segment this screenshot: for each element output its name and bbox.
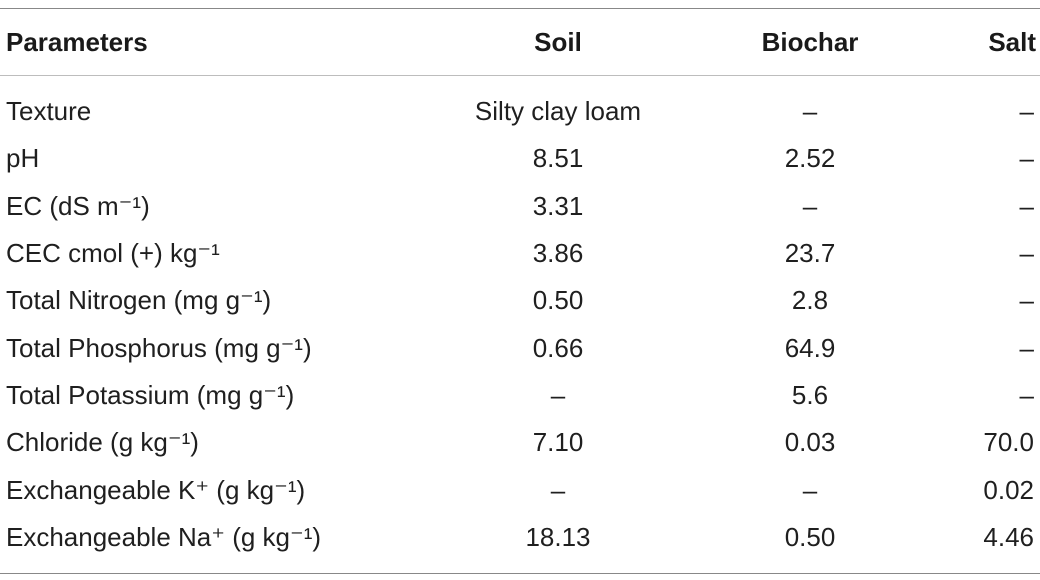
cell-salt: – [1019,380,1034,410]
cell-soil: 3.31 [532,191,584,221]
cell-biochar: – [802,191,818,221]
cell-biochar: 2.52 [784,143,836,173]
table-header-row: Parameters Soil Biochar Salt [0,18,1040,66]
cell-biochar: 0.03 [784,427,836,457]
cell-salt: 70.0 [983,427,1034,457]
table-row: Total Potassium (mg g⁻¹) – 5.6 – [0,372,1040,419]
cell-soil: 0.66 [532,333,584,363]
cell-parameter: Chloride (g kg⁻¹) [6,427,199,457]
table-row: Chloride (g kg⁻¹) 7.10 0.03 70.0 [0,419,1040,466]
cell-salt: – [1019,333,1034,363]
cell-salt: – [1019,191,1034,221]
cell-parameter: pH [6,143,40,173]
table-row: pH 8.51 2.52 – [0,135,1040,182]
table-row: Total Nitrogen (mg g⁻¹) 0.50 2.8 – [0,277,1040,324]
cell-soil: 7.10 [532,427,584,457]
cell-biochar: 23.7 [784,238,836,268]
cell-salt: – [1019,238,1034,268]
cell-biochar: – [802,475,818,505]
cell-parameter: Total Nitrogen (mg g⁻¹) [6,285,272,315]
table-top-rule [0,8,1040,9]
table-row: EC (dS m⁻¹) 3.31 – – [0,183,1040,230]
cell-biochar: 64.9 [784,333,836,363]
cell-parameter: Exchangeable K⁺ (g kg⁻¹) [6,475,306,505]
cell-soil: 3.86 [532,238,584,268]
cell-parameter: EC (dS m⁻¹) [6,191,150,221]
cell-soil: Silty clay loam [474,96,642,126]
cell-soil: 8.51 [532,143,584,173]
table-header-rule [0,75,1040,76]
cell-biochar: – [802,96,818,126]
cell-soil: 0.50 [532,285,584,315]
cell-salt: – [1019,285,1034,315]
table-bottom-rule [0,573,1040,574]
cell-biochar: 0.50 [784,522,836,552]
cell-parameter: Total Phosphorus (mg g⁻¹) [6,333,312,363]
cell-parameter: CEC cmol (+) kg⁻¹ [6,238,220,268]
cell-parameter: Texture [6,96,92,126]
table-row: Texture Silty clay loam – – [0,88,1040,135]
header-biochar: Biochar [761,27,859,57]
cell-soil: – [550,380,566,410]
table-row: CEC cmol (+) kg⁻¹ 3.86 23.7 – [0,230,1040,277]
cell-salt: 4.46 [983,522,1034,552]
table-row: Exchangeable K⁺ (g kg⁻¹) – – 0.02 [0,467,1040,514]
header-salt: Salt [988,27,1036,57]
cell-parameter: Total Potassium (mg g⁻¹) [6,380,295,410]
cell-soil: 18.13 [525,522,591,552]
header-soil: Soil [534,27,582,57]
cell-parameter: Exchangeable Na⁺ (g kg⁻¹) [6,522,322,552]
cell-salt: – [1019,143,1034,173]
cell-biochar: 2.8 [791,285,829,315]
header-parameters: Parameters [6,27,148,57]
cell-salt: 0.02 [983,475,1034,505]
cell-salt: – [1019,96,1034,126]
table-row: Exchangeable Na⁺ (g kg⁻¹) 18.13 0.50 4.4… [0,514,1040,561]
cell-biochar: 5.6 [791,380,829,410]
table-row: Total Phosphorus (mg g⁻¹) 0.66 64.9 – [0,325,1040,372]
cell-soil: – [550,475,566,505]
